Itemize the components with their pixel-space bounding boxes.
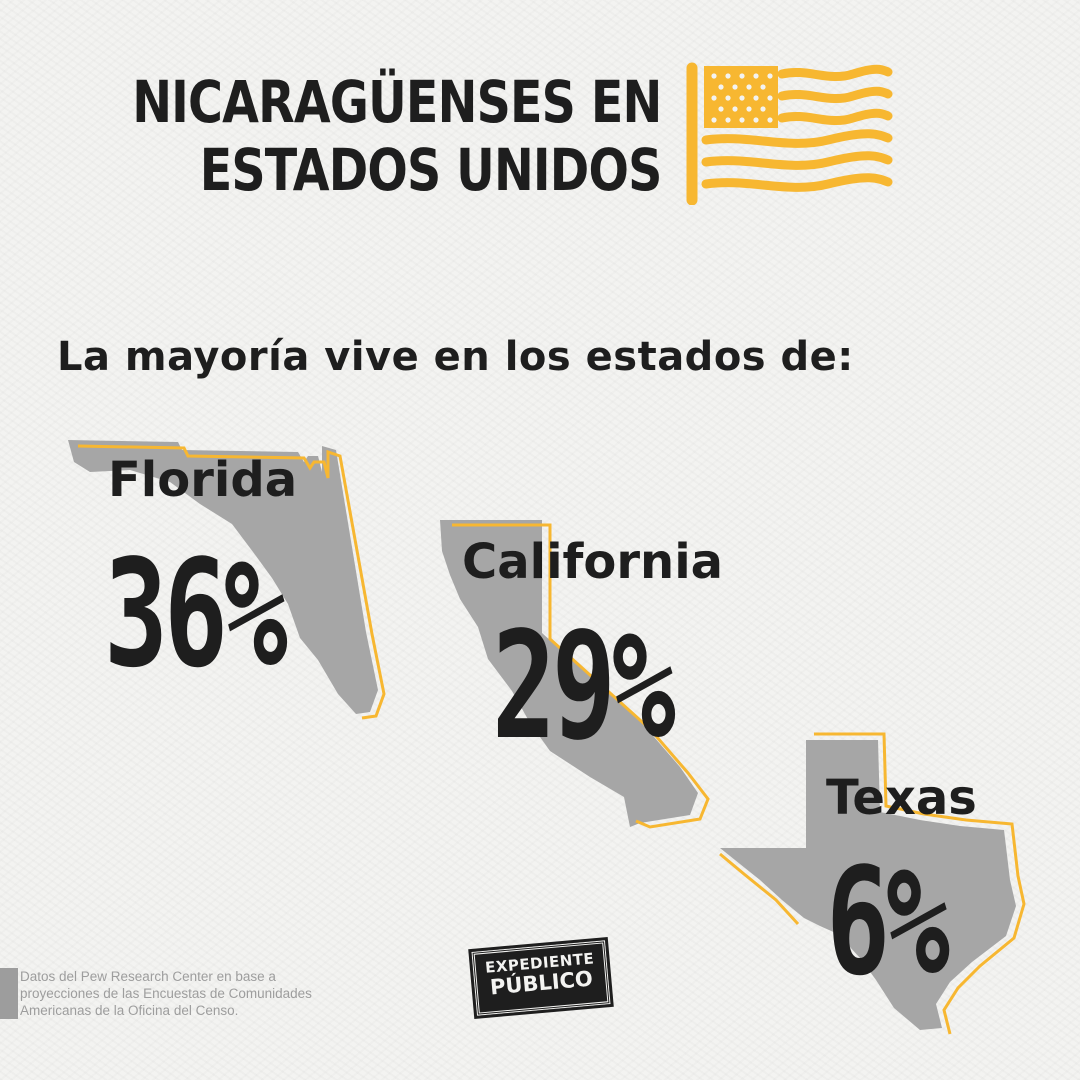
state-name-florida: Florida	[108, 452, 298, 508]
source-note: Datos del Pew Research Center en base a …	[0, 968, 360, 1019]
state-percent-california: 29%	[492, 600, 676, 772]
source-line-2: proyecciones de las Encuestas de Comunid…	[20, 986, 312, 1001]
subtitle: La mayoría vive en los estados de:	[57, 334, 854, 380]
source-line-1: Datos del Pew Research Center en base a	[20, 969, 276, 984]
state-percent-texas: 6%	[826, 836, 950, 1008]
state-name-california: California	[462, 534, 724, 590]
expediente-publico-logo: EXPEDIENTE PÚBLICO	[467, 932, 615, 1024]
state-percent-florida: 36%	[104, 528, 288, 700]
florida-map	[68, 440, 386, 720]
us-flag-icon	[686, 62, 893, 205]
logo-box: EXPEDIENTE PÚBLICO	[468, 936, 614, 1020]
page-title: NICARAGÜENSES EN ESTADOS UNIDOS	[132, 68, 663, 204]
title-line-1: NICARAGÜENSES EN	[132, 68, 663, 136]
source-line-3: Americanas de la Oficina del Censo.	[20, 1003, 239, 1018]
title-line-2: ESTADOS UNIDOS	[200, 136, 663, 204]
texas-map	[719, 732, 1026, 1035]
california-map	[440, 520, 710, 829]
state-name-texas: Texas	[826, 770, 977, 826]
